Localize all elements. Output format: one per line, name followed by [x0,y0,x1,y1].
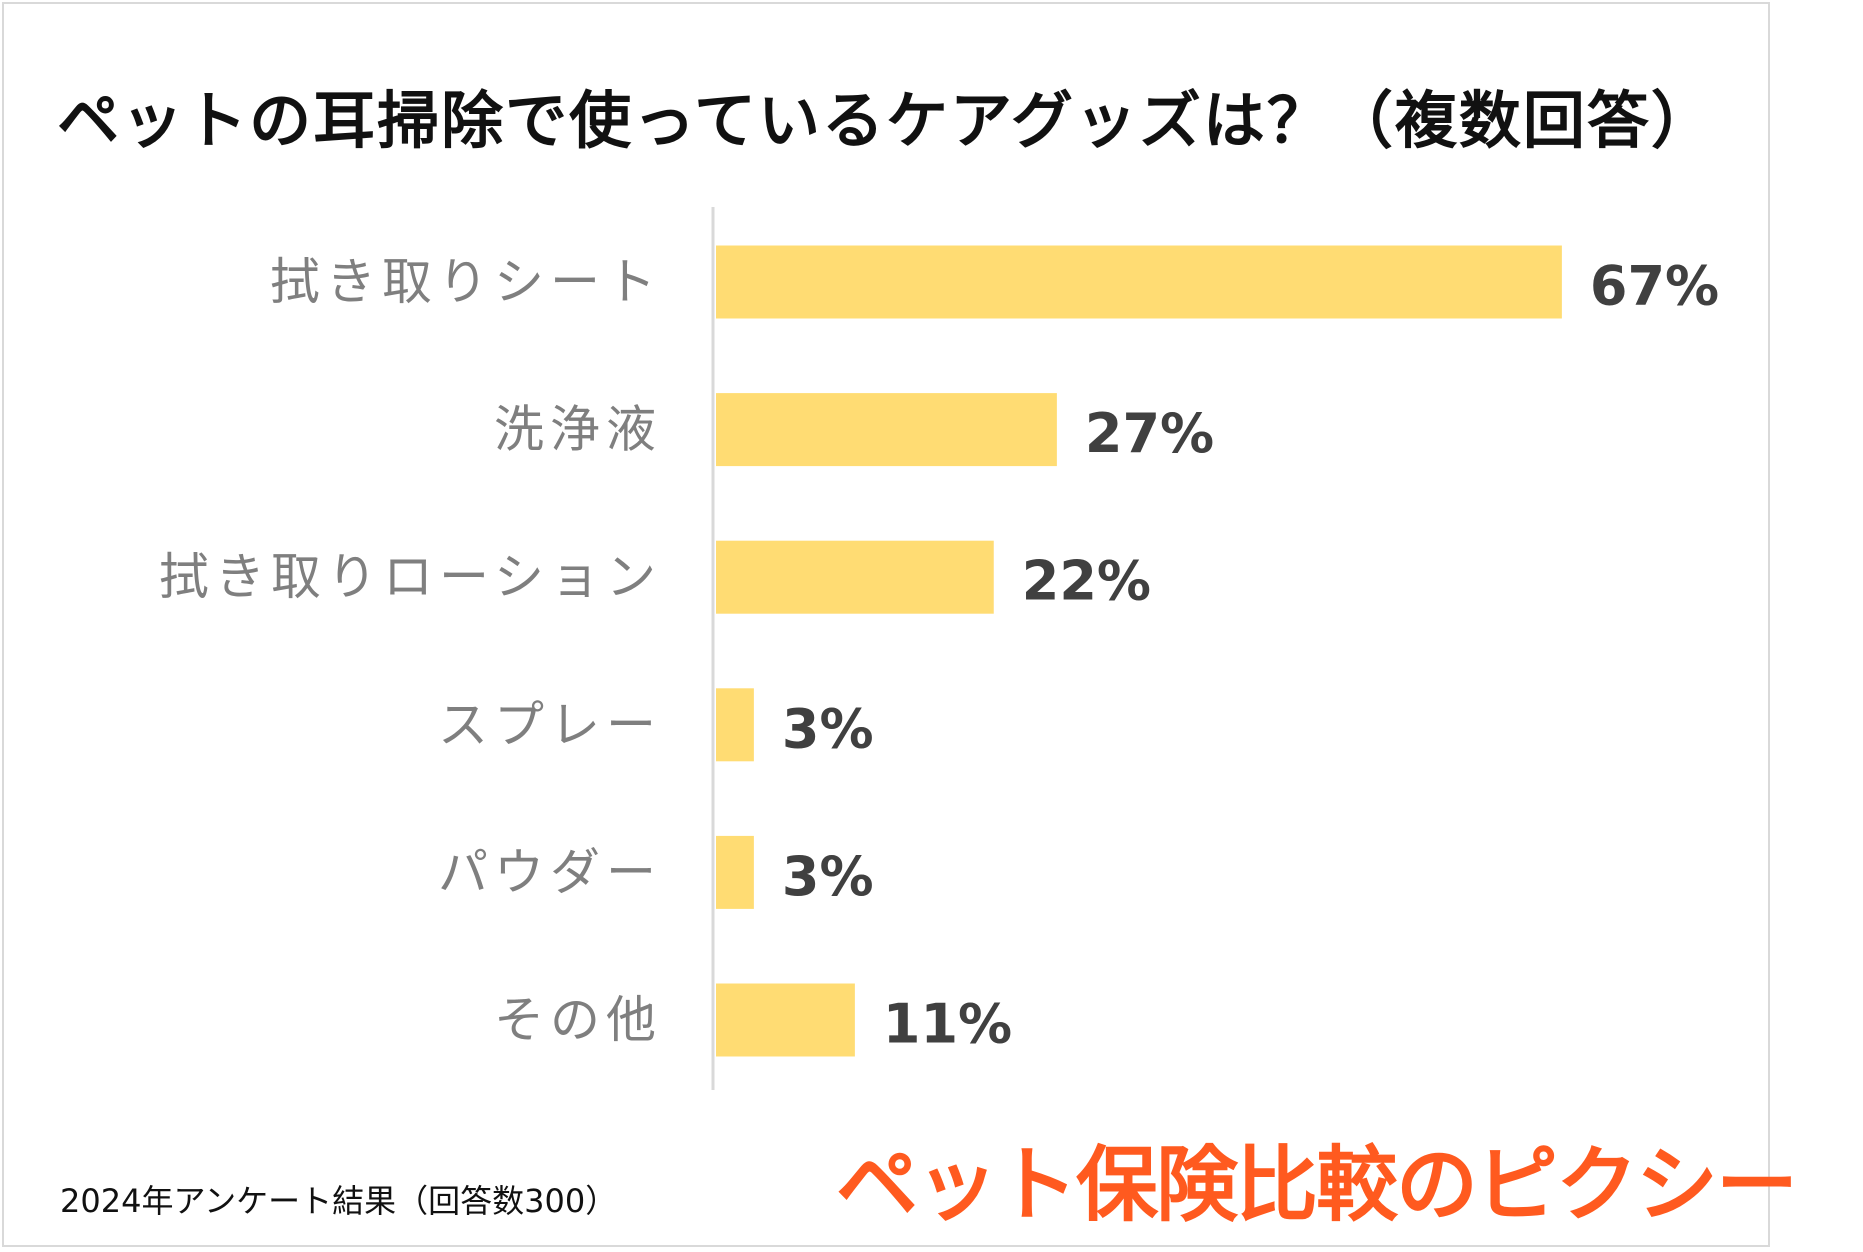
value-label-2: 22% [1022,550,1151,613]
bar-4 [716,835,754,909]
category-label-3: スプレー [438,696,662,754]
bar-3 [716,688,754,762]
bar-1 [716,393,1057,467]
value-label-4: 3% [782,845,874,908]
value-label-0: 67% [1590,255,1719,318]
chart-title: ペットの耳掃除で使っているケアグッズは？（複数回答） [57,84,1715,157]
category-label-0: 拭き取りシート [270,253,662,311]
value-label-5: 11% [883,993,1012,1056]
category-label-4: パウダー [438,843,662,901]
brand-logo: ペット保険比較のピクシー [836,1138,1798,1233]
category-label-5: その他 [494,991,662,1049]
survey-footnote: 2024年アンケート結果（回答数300） [60,1182,618,1220]
value-label-3: 3% [782,697,874,760]
value-label-1: 27% [1085,402,1214,465]
category-label-2: 拭き取りローション [159,548,662,606]
chart-frame [2,2,1770,1247]
bar-5 [716,983,855,1057]
category-label-1: 洗浄液 [494,401,662,459]
bars-group: 拭き取りシート 67% 洗浄液 27% 拭き取りローション 22% スプレー 3% パウダー 3%… [159,245,1719,1057]
bar-2 [716,540,994,614]
bar-0 [716,245,1562,319]
